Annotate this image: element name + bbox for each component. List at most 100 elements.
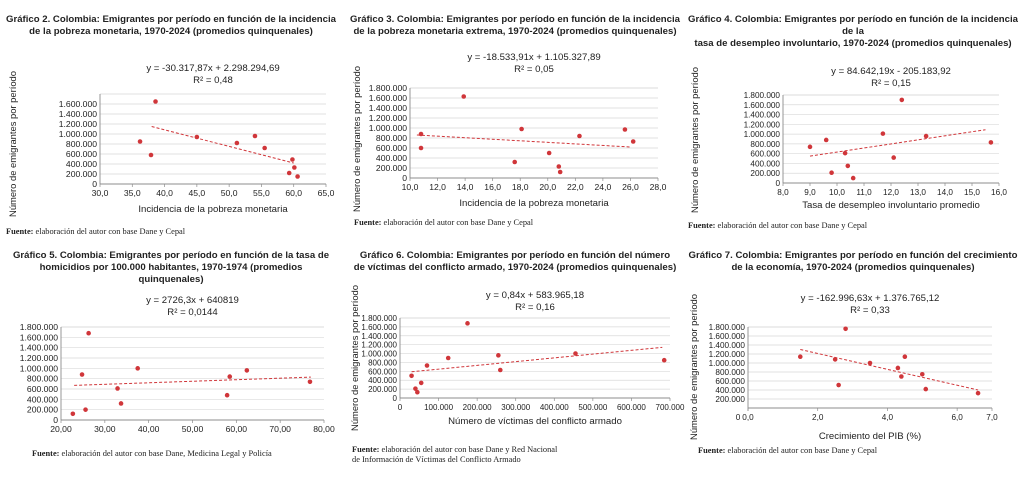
y-tick-label: 200.000 — [27, 405, 58, 415]
x-tick-label: 9,0 — [804, 188, 816, 197]
chart-title-line2: de la pobreza monetaria, 1970-2024 (prom… — [29, 26, 313, 37]
trend-line — [411, 346, 663, 373]
data-point — [832, 357, 838, 362]
data-point — [70, 411, 76, 417]
data-point — [895, 365, 901, 371]
data-point — [153, 99, 158, 104]
source-label: Fuente: — [6, 227, 34, 236]
data-point — [850, 175, 856, 181]
data-point — [630, 139, 636, 144]
y-axis-label: Número de emigrantes por período — [689, 67, 700, 213]
chart-title-line1: Gráfico 5. Colombia: Emigrantes por perí… — [12, 250, 330, 261]
x-tick-label: 100.000 — [424, 403, 453, 412]
data-point — [244, 368, 250, 373]
x-tick-label: 40,0 — [156, 188, 173, 198]
y-tick-label: 1.200.000 — [369, 113, 407, 123]
x-tick-label: 16,0 — [991, 188, 1007, 197]
y-tick-label: 400.000 — [368, 376, 397, 385]
y-tick-label: 1.600.000 — [709, 332, 746, 341]
data-point — [262, 145, 267, 151]
y-tick-label: 600.000 — [368, 367, 397, 376]
y-tick-label: 0 — [775, 179, 780, 188]
x-tick-label: 70,00 — [269, 424, 291, 434]
y-tick-label: 400.000 — [27, 394, 58, 404]
chart-panel-grafico-5: Gráfico 5. Colombia: Emigrantes por perí… — [6, 250, 336, 480]
data-point — [418, 131, 424, 137]
r-squared-label: R² = 0,0144 — [167, 307, 218, 318]
chart-panel-grafico-3: Gráfico 3. Colombia: Emigrantes por perí… — [350, 14, 680, 244]
r-squared-label: R² = 0,33 — [850, 305, 890, 316]
data-point — [224, 392, 230, 398]
data-point — [148, 152, 154, 158]
y-tick-label: 600.000 — [27, 384, 58, 394]
x-tick-label: 28,0 — [650, 182, 667, 192]
source-text: elaboración del autor con base Dane, Med… — [61, 449, 272, 458]
x-tick-label: 11,0 — [856, 188, 872, 197]
data-point — [843, 326, 848, 332]
data-point — [415, 389, 420, 395]
x-tick-label: 18,0 — [512, 182, 529, 192]
x-tick-label: 500.000 — [578, 403, 607, 412]
y-axis-label: Número de emigrantes por período — [688, 294, 699, 440]
chart-title: Gráfico 4. Colombia: Emigrantes por perí… — [688, 14, 1018, 50]
x-tick-label: 50,0 — [221, 188, 238, 198]
regression-equation: y = -30.317,87x + 2.298.294,69 — [146, 63, 279, 74]
y-tick-label: 0 — [393, 394, 398, 403]
chart-title-line2: tasa de desempleo involuntario, 1970-202… — [694, 38, 1012, 49]
data-point — [845, 163, 851, 169]
y-tick-label: 1.800.000 — [20, 322, 58, 332]
regression-equation: y = 84.642,19x - 205.183,92 — [831, 66, 951, 77]
chart-title: Gráfico 6. Colombia: Emigrantes por perí… — [350, 250, 680, 274]
r-squared-label: R² = 0,05 — [514, 64, 554, 75]
data-point — [418, 380, 424, 386]
chart-title-line1: Gráfico 6. Colombia: Emigrantes por perí… — [359, 250, 671, 261]
source-text: elaboración del autor con base Dane y Ce… — [717, 221, 868, 230]
trend-line — [151, 126, 294, 164]
data-point — [823, 137, 829, 143]
data-point — [418, 145, 424, 151]
trend-line — [416, 134, 631, 148]
x-tick-label: 40,00 — [138, 424, 160, 434]
x-tick-label: 10,0 — [829, 188, 845, 197]
x-tick-label: 0 — [398, 403, 403, 412]
y-tick-label: 1.800.000 — [744, 91, 781, 100]
data-point — [661, 357, 667, 363]
y-tick-label: 800.000 — [376, 133, 407, 143]
x-tick-label: 22,0 — [567, 182, 584, 192]
x-tick-label: 20,0 — [539, 182, 556, 192]
data-point — [252, 133, 258, 139]
x-tick-label: 2,0 — [812, 413, 824, 422]
y-tick-label: 400.000 — [376, 153, 407, 163]
y-tick-label: 1.000.000 — [361, 350, 397, 359]
y-tick-label: 1.600.000 — [361, 323, 397, 332]
source-text: elaboración del autor con base Dane y Ce… — [35, 227, 186, 236]
y-tick-label: 1.800.000 — [361, 314, 397, 323]
x-tick-label: 8,0 — [777, 188, 789, 197]
x-tick-label: 13,0 — [910, 188, 926, 197]
source-text: elaboración del autor con base Dane y Re… — [381, 445, 558, 454]
y-tick-label: 1.600.000 — [59, 99, 97, 109]
x-tick-label: 35,0 — [124, 188, 141, 198]
source-text: elaboración del autor con base Dane y Ce… — [727, 446, 878, 455]
y-tick-label: 600.000 — [66, 149, 97, 159]
source-label: Fuente: — [698, 446, 726, 455]
y-tick-label: 600.000 — [715, 377, 745, 386]
data-point — [115, 386, 120, 391]
chart-title-line2: de la pobreza monetaria extrema, 1970-20… — [353, 26, 677, 37]
trend-line — [809, 129, 986, 157]
x-tick-label: 12,0 — [883, 188, 899, 197]
x-tick-label: 60,0 — [285, 188, 302, 198]
data-point — [292, 165, 297, 170]
y-tick-label: 1.200.000 — [744, 120, 781, 129]
source-note: Fuente: elaboración del autor con base D… — [354, 218, 533, 228]
x-tick-label: 30,00 — [94, 424, 116, 434]
y-tick-label: 1.400.000 — [744, 111, 781, 120]
source-note: Fuente: elaboración del autor con base D… — [32, 449, 272, 459]
data-point — [512, 159, 518, 165]
y-tick-label: 1.400.000 — [59, 109, 97, 119]
y-tick-label: 600.000 — [750, 150, 780, 159]
chart-title: Gráfico 2. Colombia: Emigrantes por perí… — [6, 14, 336, 38]
